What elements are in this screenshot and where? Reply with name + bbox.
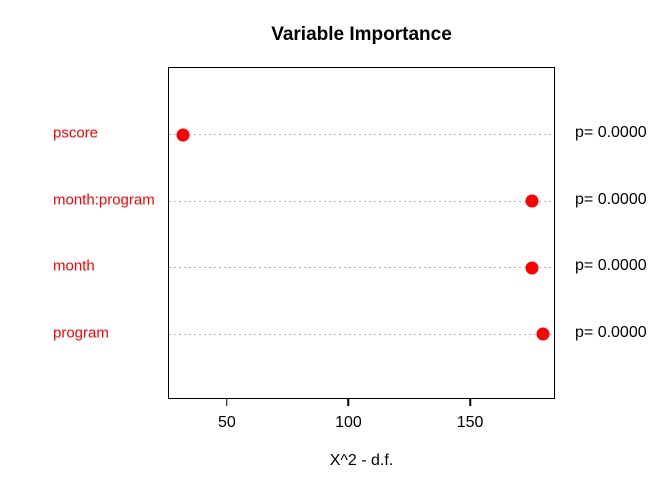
data-point bbox=[176, 128, 190, 142]
x-tick-label: 100 bbox=[335, 414, 362, 431]
p-value-label: p= 0.0000 bbox=[575, 323, 647, 341]
plot-area bbox=[168, 67, 555, 399]
p-value-label: p= 0.0000 bbox=[575, 190, 647, 208]
gridline bbox=[169, 267, 554, 269]
category-label: month bbox=[53, 257, 95, 275]
x-tick-mark bbox=[469, 399, 471, 406]
category-label: month:program bbox=[53, 191, 155, 209]
category-label: pscore bbox=[53, 124, 99, 142]
data-point bbox=[525, 194, 539, 208]
x-axis-label: X^2 - d.f. bbox=[329, 452, 394, 469]
x-tick-mark bbox=[347, 399, 350, 406]
data-point bbox=[536, 327, 550, 341]
category-label: program bbox=[53, 324, 109, 342]
p-value-label: p= 0.0000 bbox=[575, 124, 647, 142]
x-tick-label: 50 bbox=[217, 414, 236, 431]
gridline bbox=[169, 333, 554, 335]
gridline bbox=[169, 200, 554, 202]
p-value-label: p= 0.0000 bbox=[575, 257, 647, 275]
chart-title: Variable Importance bbox=[271, 24, 452, 45]
x-tick-mark bbox=[226, 399, 228, 406]
data-point bbox=[525, 261, 539, 275]
x-tick-label: 150 bbox=[456, 414, 484, 431]
gridline bbox=[169, 134, 554, 136]
